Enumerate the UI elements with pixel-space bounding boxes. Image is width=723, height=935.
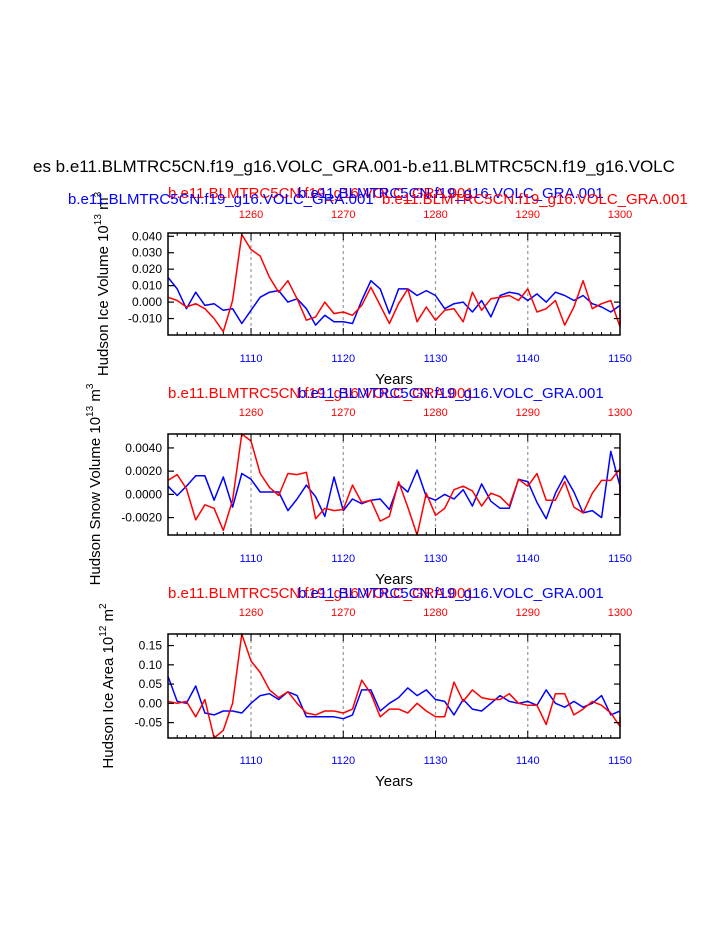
y-axis-label-superscript: 2 <box>98 603 109 609</box>
x-tick-label-bottom: 1140 <box>516 755 540 767</box>
x-tick-label-top: 1290 <box>516 209 540 221</box>
x-axis-label: Years <box>375 571 413 588</box>
x-tick-label-top: 1280 <box>423 607 447 619</box>
series-title-blue: b.e11.BLMTRC5CN.f19_g16.VOLC_GRA.001 <box>298 185 604 202</box>
y-axis-label: Hudson Snow Volume 1013 m3 <box>85 383 104 585</box>
series-title-blue: b.e11.BLMTRC5CN.f19_g16.VOLC_GRA.001 <box>298 385 604 402</box>
x-tick-label-bottom: 1120 <box>331 553 355 565</box>
y-axis-label-superscript: 3 <box>85 383 96 389</box>
series-line-red <box>167 633 621 739</box>
y-axis-label-part: Hudson Snow Volume 10 <box>87 417 104 585</box>
series-title-red: b.e11.BLMTRC5CN.f19_g16.VOLC_GRA.001 <box>168 585 474 602</box>
overlap-title-red: b.e11.BLMTRC5CN.f19_g16.VOLC_GRA.001 <box>382 191 688 208</box>
series-title-blue: b.e11.BLMTRC5CN.f19_g16.VOLC_GRA.001 <box>298 585 604 602</box>
x-tick-label-top: 1280 <box>423 407 447 419</box>
x-tick-label-bottom: 1150 <box>608 553 632 565</box>
main-title: es b.e11.BLMTRC5CN.f19_g16.VOLC_GRA.001-… <box>33 157 675 176</box>
x-tick-label-top: 1300 <box>608 209 632 221</box>
x-tick-label-top: 1270 <box>331 209 355 221</box>
panel-ice-area: -0.05 0.00 0.05 0.10 0.15 1110 1120 1130 1140 115… <box>98 585 632 790</box>
x-tick-label-top: 1300 <box>608 607 632 619</box>
y-tick-label: 0.030 <box>132 246 162 260</box>
x-axis-label: Years <box>375 371 413 388</box>
plot-frame <box>167 433 621 536</box>
y-axis-label-superscript: 12 <box>98 625 109 637</box>
panel-snow-volume: -0.0020 0.0000 0.0020 0.0040 1110 1120 1130 114… <box>85 383 632 588</box>
x-tick-label-bottom: 1110 <box>240 755 263 767</box>
x-tick-label-bottom: 1140 <box>516 353 540 365</box>
series-line-blue <box>167 676 621 720</box>
x-tick-label-bottom: 1130 <box>424 755 448 767</box>
y-axis-label-part: m <box>100 609 117 626</box>
x-tick-label-bottom: 1130 <box>424 553 448 565</box>
y-axis-label-part: Hudson Ice Volume 10 <box>95 225 112 376</box>
y-tick-label: -0.0020 <box>121 511 162 525</box>
x-tick-label-top: 1260 <box>239 209 263 221</box>
x-tick-label-top: 1290 <box>516 407 540 419</box>
y-tick-label: 0.010 <box>132 279 162 293</box>
y-tick-label: -0.05 <box>135 716 163 730</box>
x-tick-label-bottom: 1140 <box>516 553 540 565</box>
y-axis-label-part: Hudson Ice Area 10 <box>100 637 117 769</box>
y-tick-label: 0.05 <box>139 677 163 691</box>
series-title-red: b.e11.BLMTRC5CN.f19_g16.VOLC_GRA.001 <box>168 385 474 402</box>
y-tick-label: 0.00 <box>139 696 163 710</box>
x-tick-label-top: 1290 <box>516 607 540 619</box>
x-tick-label-bottom: 1150 <box>608 755 632 767</box>
series-line-red <box>167 233 621 333</box>
x-tick-label-bottom: 1120 <box>331 353 355 365</box>
x-tick-label-top: 1280 <box>423 209 447 221</box>
plot-frame <box>167 232 621 336</box>
y-tick-label: 0.000 <box>132 295 162 309</box>
y-tick-label: 0.0020 <box>125 464 162 478</box>
y-axis-label-part: m <box>95 197 112 214</box>
y-axis-label-part: m <box>87 389 104 406</box>
series-title-red: b.e11.BLMTRC5CN.f19_g16.VOLC_GRA.001 <box>168 185 474 202</box>
y-tick-label: 0.10 <box>139 658 163 672</box>
x-tick-label-bottom: 1150 <box>608 353 632 365</box>
y-axis-label-superscript: 3 <box>93 191 104 197</box>
x-tick-label-top: 1270 <box>331 407 355 419</box>
y-axis-label: Hudson Ice Volume 1013 m3 <box>93 191 112 376</box>
x-tick-label-top: 1270 <box>331 607 355 619</box>
y-tick-label: 0.040 <box>132 229 162 243</box>
panel-ice-volume: -0.010 0.000 0.010 0.020 0.030 0.040 1110 1120 1… <box>93 185 632 388</box>
x-tick-label-top: 1260 <box>239 607 263 619</box>
x-axis-label: Years <box>375 773 413 790</box>
y-axis-label-superscript: 13 <box>85 405 96 417</box>
y-tick-label: 0.15 <box>139 639 163 653</box>
y-tick-label: 0.0000 <box>125 487 162 501</box>
y-axis-label-superscript: 13 <box>93 214 104 226</box>
y-tick-label: 0.020 <box>132 262 162 276</box>
series-line-blue <box>167 276 621 326</box>
y-tick-label: 0.0040 <box>125 441 162 455</box>
x-tick-label-bottom: 1110 <box>240 353 263 365</box>
y-axis-label: Hudson Ice Area 1012 m2 <box>98 603 117 769</box>
chart-panels: -0.010 0.000 0.010 0.020 0.030 0.040 1110 1120 1… <box>68 185 688 790</box>
y-tick-label: -0.010 <box>128 312 162 326</box>
x-tick-label-bottom: 1130 <box>424 353 448 365</box>
x-tick-label-bottom: 1110 <box>240 553 263 565</box>
x-tick-label-top: 1260 <box>239 407 263 419</box>
x-tick-label-bottom: 1120 <box>331 755 355 767</box>
plot-frame <box>167 633 621 739</box>
overlap-title-blue: b.e11.BLMTRC5CN.f19_g16.VOLC_GRA.001 <box>68 191 374 208</box>
x-tick-label-top: 1300 <box>608 407 632 419</box>
series-line-red <box>167 433 621 536</box>
